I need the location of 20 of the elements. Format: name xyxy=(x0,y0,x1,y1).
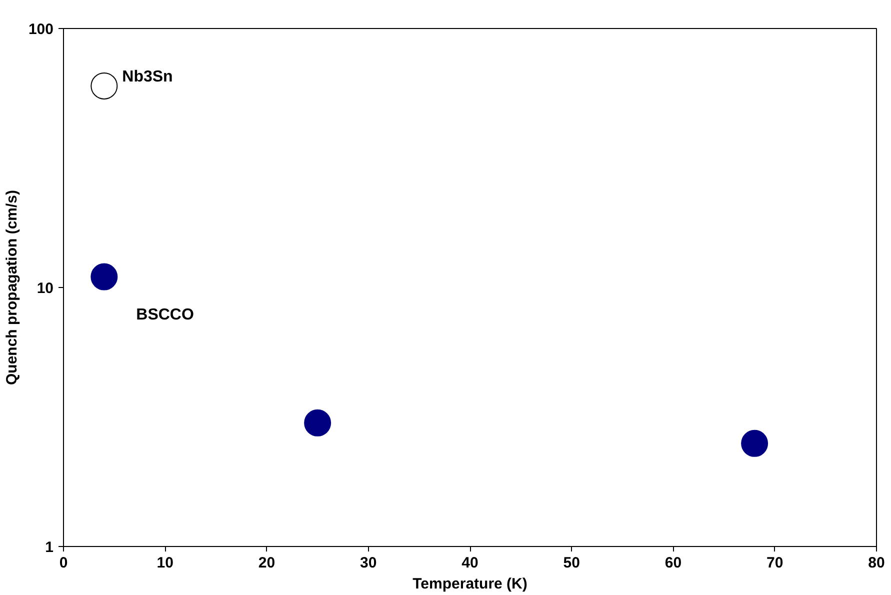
x-axis-title: Temperature (K) xyxy=(412,576,528,592)
x-tick-label: 50 xyxy=(563,554,580,572)
point xyxy=(90,72,118,100)
series-label: Nb3Sn xyxy=(122,68,173,86)
x-tick-label: 0 xyxy=(59,554,68,572)
x-tick-label: 40 xyxy=(462,554,478,572)
point xyxy=(90,263,118,290)
x-tick-label: 10 xyxy=(156,554,174,572)
y-axis-title: Quench propagation (cm/s) xyxy=(3,190,20,386)
x-tick-label: 60 xyxy=(664,554,682,572)
series-label: BSCCO xyxy=(136,306,194,324)
point xyxy=(304,409,332,436)
x-tick-label: 20 xyxy=(258,554,276,572)
x-tick-label: 80 xyxy=(868,554,885,572)
y-tick-label: 100 xyxy=(28,21,54,38)
x-tick-label: 70 xyxy=(766,554,784,572)
y-tick-label: 10 xyxy=(36,280,54,297)
x-tick-label: 30 xyxy=(360,554,377,572)
y-tick-label: 1 xyxy=(45,539,54,556)
point xyxy=(741,430,768,457)
